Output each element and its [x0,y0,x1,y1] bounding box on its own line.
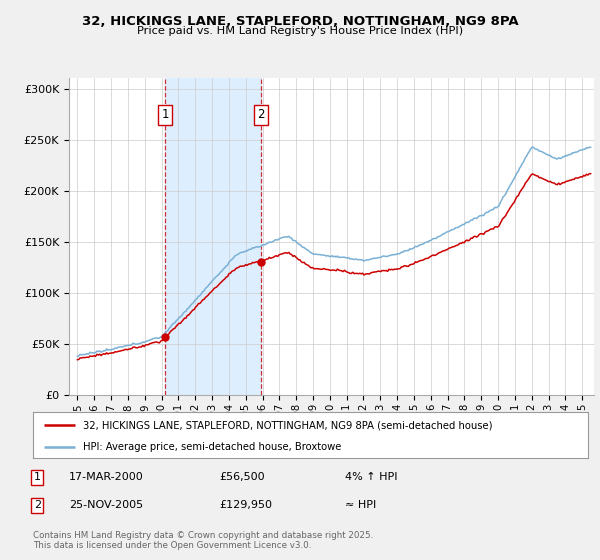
Text: £56,500: £56,500 [219,472,265,482]
Text: 25-NOV-2005: 25-NOV-2005 [69,500,143,510]
Text: 17-MAR-2000: 17-MAR-2000 [69,472,144,482]
Text: £129,950: £129,950 [219,500,272,510]
Text: 4% ↑ HPI: 4% ↑ HPI [345,472,398,482]
Text: 32, HICKINGS LANE, STAPLEFORD, NOTTINGHAM, NG9 8PA: 32, HICKINGS LANE, STAPLEFORD, NOTTINGHA… [82,15,518,27]
Text: Price paid vs. HM Land Registry's House Price Index (HPI): Price paid vs. HM Land Registry's House … [137,26,463,36]
Text: HPI: Average price, semi-detached house, Broxtowe: HPI: Average price, semi-detached house,… [83,442,341,451]
Text: 32, HICKINGS LANE, STAPLEFORD, NOTTINGHAM, NG9 8PA (semi-detached house): 32, HICKINGS LANE, STAPLEFORD, NOTTINGHA… [83,420,493,430]
Bar [165,78,261,395]
Text: 1: 1 [34,472,41,482]
Text: 2: 2 [257,108,265,122]
Text: 2: 2 [34,500,41,510]
Text: ≈ HPI: ≈ HPI [345,500,376,510]
Text: Contains HM Land Registry data © Crown copyright and database right 2025.
This d: Contains HM Land Registry data © Crown c… [33,531,373,550]
Text: 1: 1 [161,108,169,122]
